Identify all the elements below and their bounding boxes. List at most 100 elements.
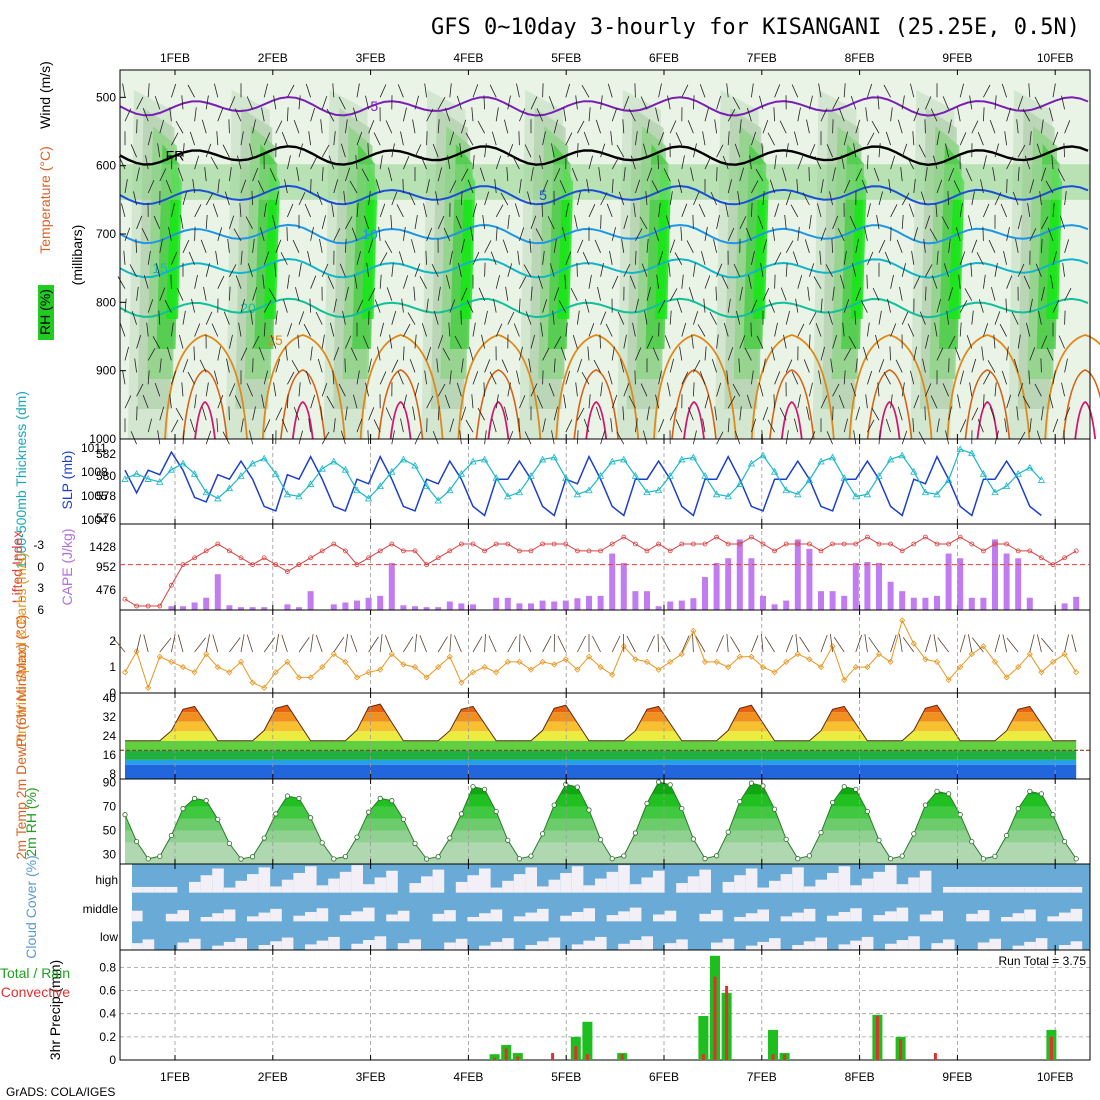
li-marker <box>308 555 314 561</box>
cloud-cell <box>421 876 433 893</box>
wind-barb <box>621 238 625 253</box>
wind-barb <box>356 299 364 313</box>
cloud-cell <box>305 866 317 893</box>
thickness-marker <box>341 465 350 473</box>
wind-barb <box>686 240 694 254</box>
cloud-cell <box>374 936 387 950</box>
rh-plume <box>1046 162 1063 319</box>
cloud-cell <box>1012 913 1025 922</box>
rh-marker <box>307 815 314 821</box>
wind-barb <box>697 324 706 337</box>
wind-barb <box>228 119 230 134</box>
thickness-marker <box>283 490 292 498</box>
cloud-cell <box>734 916 746 922</box>
wind-barb <box>959 322 962 337</box>
wind-barb <box>307 251 311 265</box>
wind-barb <box>669 239 676 253</box>
wind-barb <box>989 119 996 134</box>
slp-tick: 1011 <box>81 441 107 455</box>
wind-barb <box>158 310 161 325</box>
wind-barb <box>693 191 700 206</box>
wind-barb <box>953 180 961 194</box>
wind-barb <box>541 202 543 217</box>
wind-barb <box>913 346 917 361</box>
wind-barb <box>852 263 857 277</box>
thickness-marker <box>330 457 338 465</box>
wind-barb <box>483 95 485 110</box>
cape-bar <box>957 558 964 610</box>
cloud-cell <box>363 940 375 950</box>
wind-speed-marker <box>272 669 279 676</box>
rh2m-axis-label: 2m RH (%) <box>23 787 39 856</box>
wind-barb <box>658 419 665 433</box>
wind-speed-marker <box>458 679 465 686</box>
wind-barb <box>925 334 929 349</box>
surface-wind-barb <box>263 637 276 653</box>
wind-speed-marker <box>353 674 361 681</box>
rh-marker <box>342 854 348 860</box>
wind-barb <box>826 431 833 445</box>
li-marker <box>934 541 940 547</box>
wind-barb <box>310 275 317 289</box>
wind-barb <box>751 370 754 385</box>
wind-barb <box>832 96 840 110</box>
wind-barb <box>391 191 398 206</box>
temp-contour-25 <box>164 334 248 440</box>
cape-bar <box>458 603 465 610</box>
wind-barb <box>229 383 236 397</box>
thickness-tick: 580 <box>96 469 116 483</box>
wind-barb <box>925 167 928 182</box>
rh-marker <box>737 798 743 805</box>
wind-barb <box>987 360 996 373</box>
wind-barb <box>635 131 638 146</box>
wind-barb <box>432 143 439 158</box>
wind-barb <box>611 156 620 170</box>
wind-barb <box>365 95 369 110</box>
wind-barb <box>818 83 822 98</box>
wind-barb <box>1061 95 1065 110</box>
li-marker <box>168 582 174 588</box>
surface-wind-barb <box>507 636 517 653</box>
wind-barb <box>991 286 996 301</box>
wind-barb <box>403 107 407 122</box>
wind-barb <box>553 336 562 349</box>
wind-barb <box>252 167 259 182</box>
wind-barb <box>1001 370 1007 385</box>
temp-contour-35 <box>194 400 216 440</box>
cloud-cell <box>409 939 421 950</box>
temp-band <box>125 704 1077 713</box>
thickness-marker <box>643 488 651 496</box>
wind-barb <box>600 430 606 445</box>
wind-barb <box>296 167 300 182</box>
wind-barb <box>212 203 219 218</box>
wind-barb <box>443 227 451 241</box>
cape-bar <box>748 558 755 610</box>
wind-barb <box>575 95 578 110</box>
wind-barb <box>455 215 462 230</box>
wind-barb <box>188 251 195 265</box>
rh-marker <box>818 829 824 836</box>
wind-barb <box>628 108 636 122</box>
thickness-marker <box>376 482 384 490</box>
wind-barb <box>263 132 271 146</box>
wind-barb <box>389 334 393 349</box>
rh-marker <box>296 795 302 801</box>
wind-barb <box>124 395 132 409</box>
surface-wind-barb <box>833 636 845 653</box>
wind-barb <box>147 131 152 146</box>
wind-barb <box>446 275 451 289</box>
wind-barb <box>577 407 585 421</box>
surface-wind-barb <box>1064 634 1069 653</box>
cloud-cell <box>838 866 851 893</box>
wind-barb <box>913 227 919 241</box>
wind-speed-marker <box>922 656 929 663</box>
wind-barb <box>751 131 757 146</box>
cloud-cell <box>699 869 711 893</box>
wind-barb <box>832 383 840 397</box>
bottom-date-axis: 1FEB 2FEB 3FEB 4FEB 5FEB 6FEB 7FEB 8FEB 9FEB 10FE… <box>160 1070 1074 1084</box>
wind-barb <box>576 262 578 277</box>
wind-barb <box>553 358 556 373</box>
cloud-cell <box>1012 945 1025 950</box>
wind-speed-marker <box>493 669 500 676</box>
wind-barb <box>600 192 608 206</box>
